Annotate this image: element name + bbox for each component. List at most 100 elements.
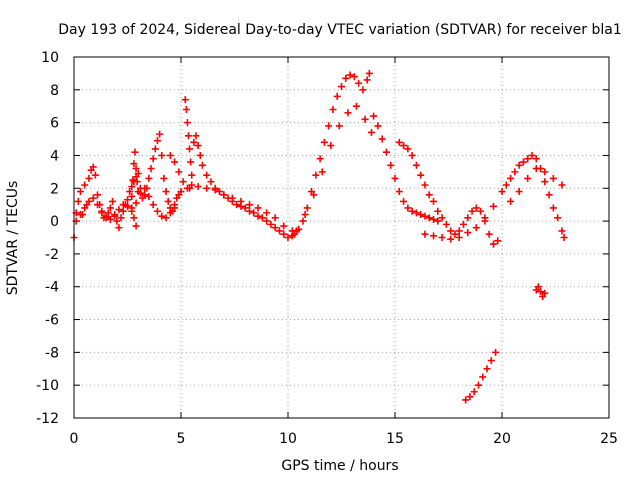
data-point <box>132 222 140 230</box>
data-point <box>134 188 142 196</box>
data-point <box>511 168 519 176</box>
data-point <box>271 214 279 222</box>
x-tick-label: 5 <box>177 431 186 447</box>
x-tick-label: 0 <box>70 431 79 447</box>
data-point <box>106 204 114 212</box>
data-point <box>156 130 164 138</box>
data-point <box>487 357 495 365</box>
data-point <box>250 209 258 217</box>
data-point <box>367 128 375 136</box>
series-rise-lower-10-14h <box>293 102 375 235</box>
data-point <box>216 188 224 196</box>
data-point <box>91 171 99 179</box>
data-point <box>532 155 540 163</box>
data-point <box>293 227 301 235</box>
data-point <box>528 151 536 159</box>
data-point <box>459 220 467 228</box>
data-point <box>318 168 326 176</box>
data-point <box>164 197 172 205</box>
plot-frame <box>73 56 610 419</box>
data-point <box>472 224 480 232</box>
data-point <box>370 112 378 120</box>
data-point <box>352 102 360 110</box>
data-point <box>237 197 245 205</box>
y-tick-label: -4 <box>45 280 59 296</box>
data-point <box>524 155 532 163</box>
series-tracks-15-20h <box>395 138 502 248</box>
data-point <box>466 393 474 401</box>
data-point <box>560 234 568 241</box>
data-point <box>194 183 202 191</box>
data-point <box>171 201 179 209</box>
data-point <box>498 188 506 196</box>
data-point <box>132 199 140 207</box>
data-point <box>412 209 420 217</box>
data-point <box>89 194 97 202</box>
data-point <box>203 184 211 192</box>
y-axis-label: SDTVAR / TECUs <box>5 181 21 296</box>
data-point <box>464 229 472 237</box>
data-point <box>554 214 562 222</box>
data-point <box>85 174 93 182</box>
data-point <box>74 197 82 205</box>
data-point <box>474 381 482 389</box>
data-point <box>451 230 459 238</box>
data-point <box>263 217 271 225</box>
data-point <box>151 145 159 153</box>
data-point <box>430 197 438 205</box>
data-point <box>113 217 121 225</box>
series-tracks-4-10h <box>166 132 296 241</box>
data-point <box>434 207 442 215</box>
data-point <box>507 174 515 182</box>
data-point <box>462 396 470 404</box>
data-point <box>303 204 311 212</box>
data-point <box>145 192 153 200</box>
data-point <box>447 227 455 235</box>
data-point <box>162 188 170 196</box>
data-point <box>132 165 140 173</box>
data-point <box>541 289 549 297</box>
data-point <box>455 227 463 235</box>
data-point <box>558 227 566 235</box>
data-point <box>442 220 450 228</box>
data-point <box>489 240 497 248</box>
data-point <box>109 197 117 205</box>
data-point <box>94 201 102 209</box>
data-point <box>119 201 127 209</box>
data-point <box>374 122 382 130</box>
data-point <box>434 217 442 225</box>
x-axis-label: GPS time / hours <box>281 458 398 474</box>
grid <box>74 57 609 418</box>
data-point <box>203 171 211 179</box>
data-point <box>211 186 219 194</box>
x-tick-label: 10 <box>279 431 297 447</box>
data-point <box>558 181 566 189</box>
series-lower-arcs-5-10h <box>177 183 296 235</box>
x-tick-label: 15 <box>386 431 404 447</box>
data-point <box>158 212 166 220</box>
y-tick-label: 8 <box>50 83 59 99</box>
y-tick-label: -8 <box>45 345 59 361</box>
data-point <box>160 174 168 182</box>
data-point <box>342 74 350 82</box>
data-point <box>541 178 549 186</box>
data-point <box>186 184 194 192</box>
data-points <box>70 69 568 404</box>
data-point <box>494 237 502 245</box>
data-point <box>181 96 189 104</box>
data-point <box>184 132 192 140</box>
data-point <box>115 224 123 232</box>
data-point <box>404 145 412 153</box>
data-point <box>430 232 438 240</box>
data-point <box>192 132 200 140</box>
data-point <box>477 207 485 215</box>
data-point <box>128 183 136 191</box>
data-point <box>421 212 429 220</box>
data-point <box>130 214 138 222</box>
data-point <box>395 138 403 146</box>
data-point <box>149 201 157 209</box>
y-tick-label: -6 <box>45 313 59 329</box>
data-point <box>325 122 333 130</box>
data-point <box>479 373 487 381</box>
data-point <box>350 73 358 81</box>
